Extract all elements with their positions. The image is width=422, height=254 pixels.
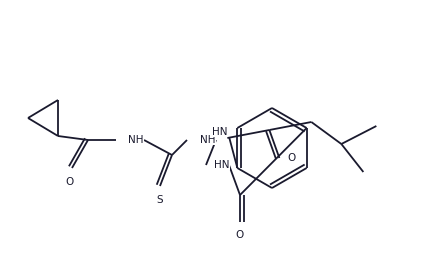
Text: O: O <box>66 177 74 187</box>
Text: NH: NH <box>200 135 216 145</box>
Text: O: O <box>287 153 295 163</box>
Text: S: S <box>157 195 163 205</box>
Text: HN: HN <box>212 127 227 137</box>
Text: HN: HN <box>214 160 230 170</box>
Text: O: O <box>236 230 244 240</box>
Text: NH: NH <box>128 135 143 145</box>
